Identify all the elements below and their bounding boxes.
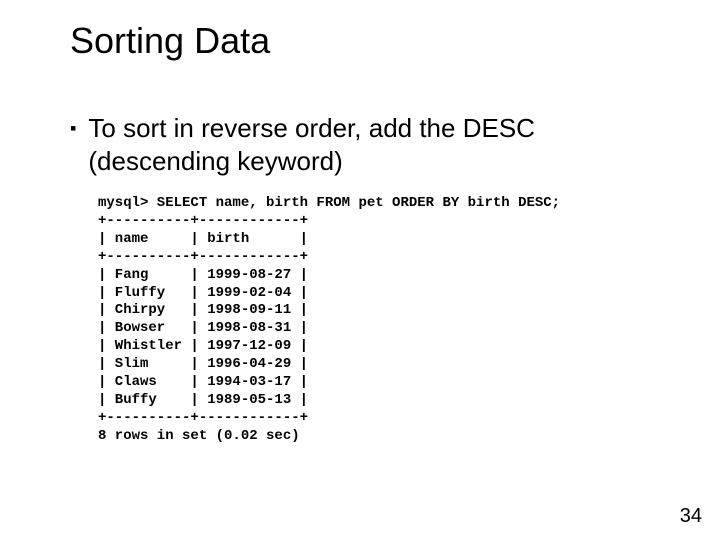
- bullet-icon: ▪: [70, 118, 76, 139]
- sql-output: mysql> SELECT name, birth FROM pet ORDER…: [98, 195, 670, 446]
- slide: Sorting Data ▪ To sort in reverse order,…: [0, 0, 720, 540]
- bullet-item: ▪ To sort in reverse order, add the DESC…: [70, 112, 670, 177]
- bullet-text: To sort in reverse order, add the DESC (…: [88, 112, 670, 177]
- page-number: 34: [680, 505, 702, 528]
- slide-title: Sorting Data: [70, 20, 670, 62]
